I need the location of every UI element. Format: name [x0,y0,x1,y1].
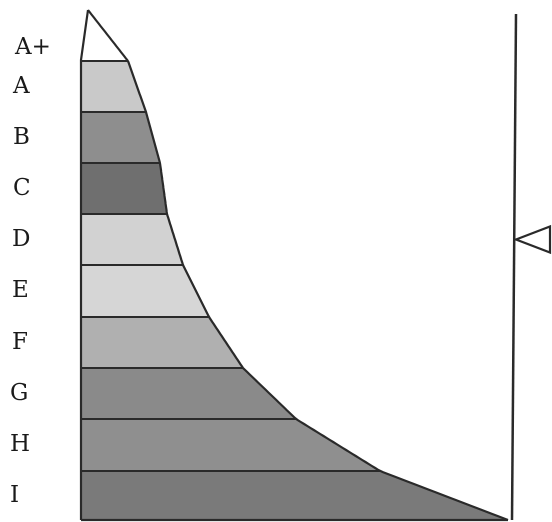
grade-label: B [13,123,30,150]
grade-label: I [10,481,20,508]
grade-band-d [81,214,183,265]
grade-label: D [12,225,31,252]
grade-band-f [81,317,243,368]
grade-label: F [12,328,28,355]
grade-label: G [10,379,29,406]
grade-label: A [13,72,30,99]
indicator-triangle-icon [512,224,552,255]
indicator-axis [510,13,518,521]
grade-label: H [10,431,31,457]
grade-curve-outline [87,9,509,522]
grade-band-c [81,163,167,214]
grade-band-a-plus [81,10,128,61]
grade-label: A+ [15,33,51,60]
grade-label: E [12,277,29,303]
left-edge [79,9,90,520]
grade-band-i [81,471,508,520]
grade-band-a [81,61,146,112]
grade-band-g [81,368,296,419]
grade-band-b [81,112,160,163]
grade-band-e [81,265,209,317]
grade-label: C [13,174,31,201]
grade-band-h [81,419,380,471]
